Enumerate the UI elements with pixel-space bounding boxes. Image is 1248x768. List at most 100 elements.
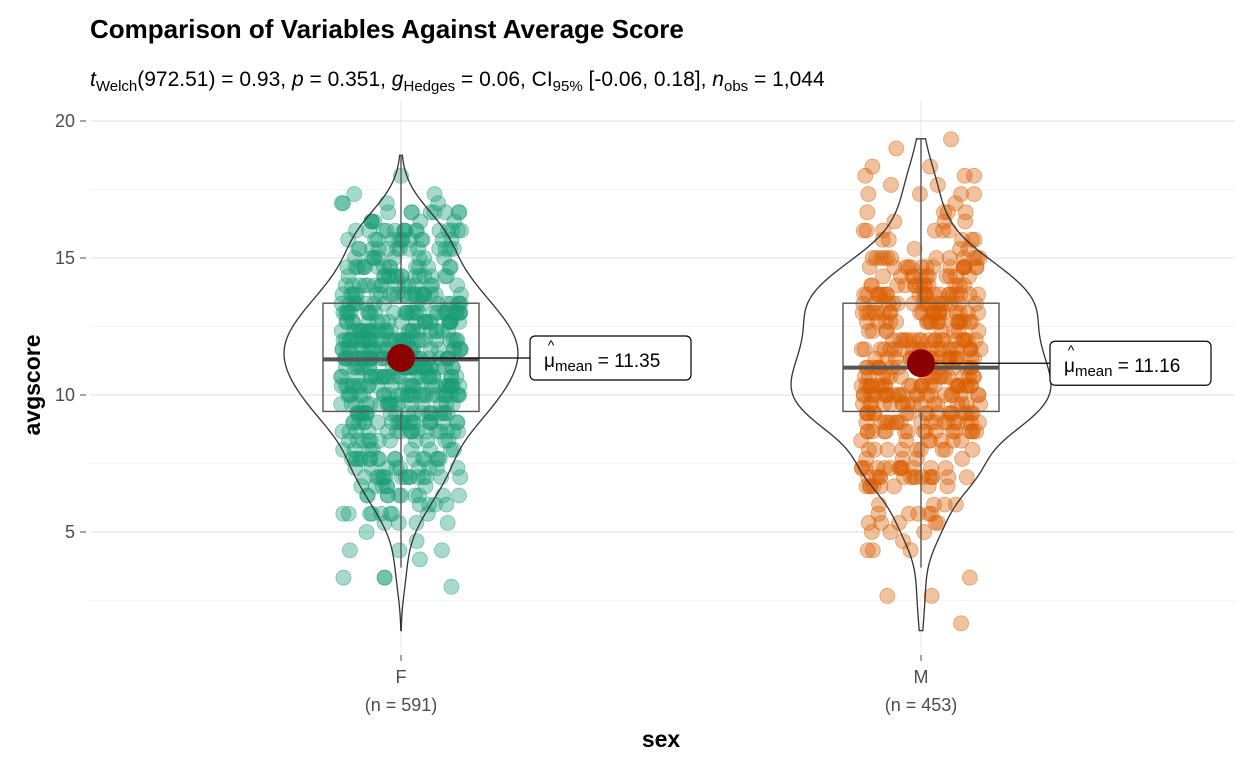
data-point [445, 341, 462, 358]
g-sub: Hedges [403, 78, 455, 95]
data-point [939, 204, 956, 221]
data-point [401, 387, 417, 403]
data-point [376, 569, 393, 586]
data-point [879, 250, 896, 266]
data-point [941, 250, 958, 266]
data-point [880, 414, 896, 431]
n-sub: obs [724, 78, 748, 95]
data-point [926, 222, 943, 239]
mu-symbol: μ [1064, 356, 1075, 377]
data-point [358, 524, 375, 540]
y-axis-label: avgscore [19, 334, 45, 435]
data-point [864, 542, 881, 559]
data-point [440, 222, 457, 239]
data-point [916, 286, 933, 303]
data-point [953, 432, 970, 449]
data-point [440, 432, 457, 449]
data-point [966, 186, 982, 202]
data-point [964, 441, 981, 458]
data-point [370, 250, 387, 266]
x-axis-label: sex [642, 726, 681, 752]
data-point [914, 259, 931, 276]
data-point [906, 277, 923, 294]
data-point [443, 578, 460, 595]
data-point [427, 304, 444, 321]
data-point [865, 478, 882, 495]
data-point [961, 569, 978, 586]
data-point [963, 377, 979, 394]
data-point [445, 240, 462, 257]
data-point [343, 387, 359, 403]
data-point [376, 259, 392, 276]
data-point [447, 304, 464, 321]
data-point [858, 222, 875, 239]
data-point [872, 469, 889, 486]
data-point [422, 414, 439, 431]
data-point [862, 377, 879, 394]
points-M [853, 131, 989, 632]
data-point [863, 277, 880, 294]
box [842, 302, 1000, 413]
data-point [448, 368, 465, 385]
data-point [426, 186, 443, 202]
data-point [434, 414, 451, 431]
data-point [387, 451, 404, 467]
p-label: p [291, 68, 304, 91]
data-point [428, 323, 445, 339]
data-point [861, 304, 878, 321]
data-point [945, 341, 962, 358]
data-point [953, 186, 969, 202]
g-text: = 0.06, CI [455, 68, 552, 91]
data-point [437, 204, 454, 221]
data-point [918, 259, 935, 276]
data-point [860, 186, 877, 202]
data-point [411, 487, 427, 504]
data-point [890, 387, 907, 403]
data-point [411, 551, 428, 568]
data-point [451, 314, 468, 330]
data-point [413, 332, 429, 349]
data-point [954, 451, 971, 467]
data-point [893, 460, 910, 476]
data-point [402, 423, 419, 440]
data-point [333, 368, 349, 385]
data-point [438, 496, 455, 513]
data-point [941, 286, 957, 303]
data-point [950, 323, 967, 339]
mu-symbol: μ [544, 351, 555, 372]
data-point [338, 314, 355, 330]
data-point [948, 268, 965, 285]
data-point [888, 140, 905, 157]
data-point [892, 341, 909, 358]
data-point [334, 423, 351, 440]
data-point [964, 423, 981, 440]
n-text: = 1,044 [748, 68, 825, 91]
data-point [428, 377, 444, 394]
data-point [883, 177, 899, 193]
chart-subtitle: tWelch(972.51) = 0.93, p = 0.351, gHedge… [90, 68, 825, 95]
data-point [369, 231, 386, 248]
data-point [382, 268, 398, 285]
data-point [944, 405, 960, 422]
y-tick-label: 5 [65, 522, 75, 542]
data-point [897, 423, 913, 440]
data-point [882, 341, 899, 358]
data-point [367, 332, 384, 349]
data-point [854, 304, 871, 321]
data-point [875, 268, 891, 285]
data-point [889, 414, 905, 431]
data-point [418, 423, 435, 440]
x-tick-label: M [914, 667, 929, 687]
data-point [341, 542, 358, 559]
data-point [374, 368, 391, 385]
y-tick-label: 15 [55, 248, 75, 268]
data-point [942, 259, 959, 276]
data-point [402, 414, 419, 431]
data-point [369, 469, 385, 486]
data-point [382, 323, 399, 339]
data-point [961, 286, 978, 303]
data-point [401, 377, 418, 394]
data-point [430, 451, 446, 467]
data-point [363, 213, 380, 230]
data-point [407, 487, 423, 504]
